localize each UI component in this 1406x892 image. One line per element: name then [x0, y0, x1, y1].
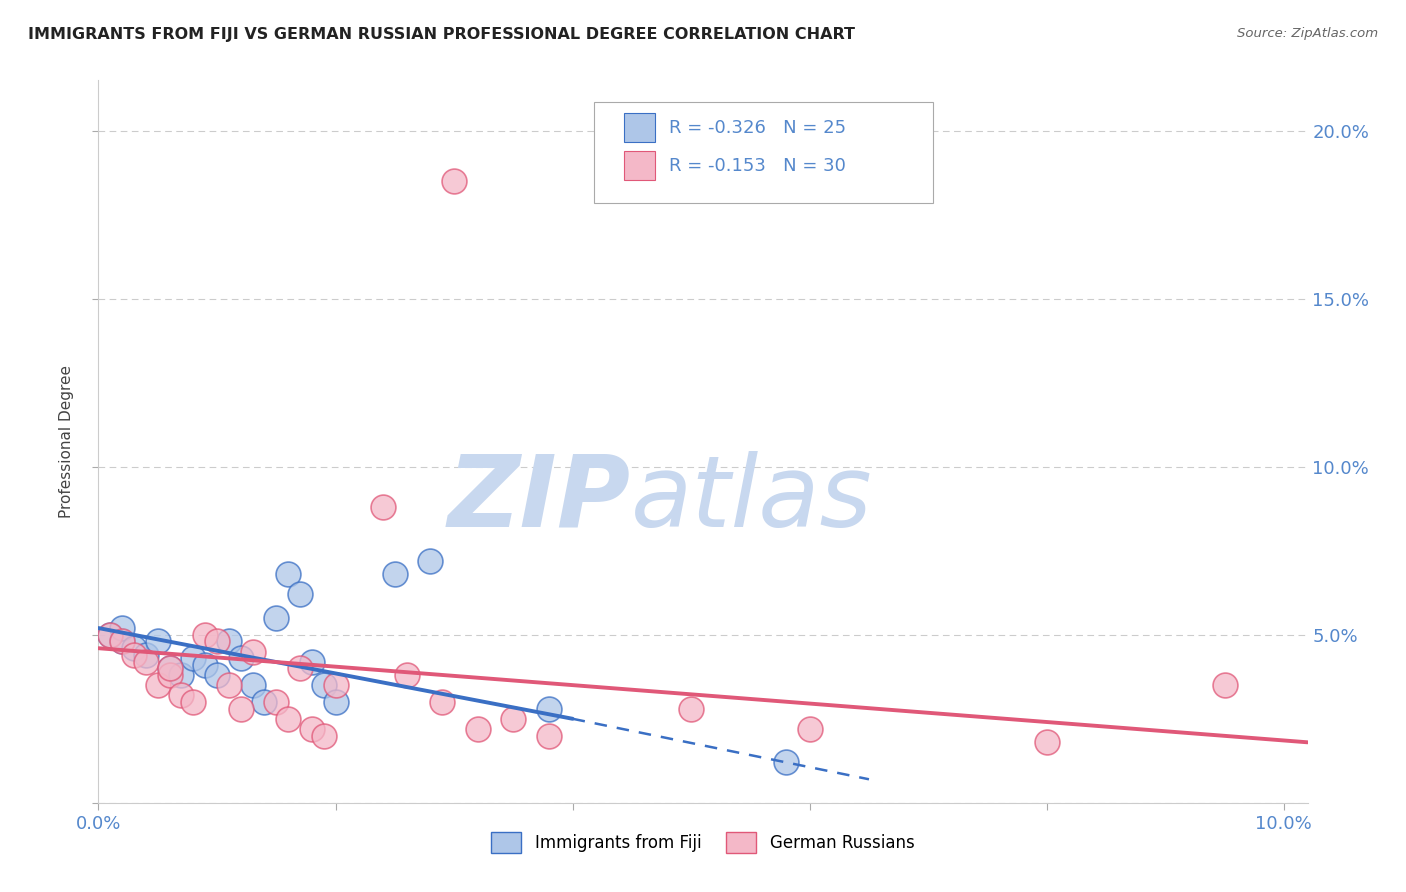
Point	[242, 644, 264, 658]
Point	[288, 587, 311, 601]
Point	[181, 651, 204, 665]
Point	[170, 668, 193, 682]
Point	[194, 658, 217, 673]
Point	[135, 648, 157, 662]
Point	[432, 695, 454, 709]
Point	[264, 611, 287, 625]
Point	[775, 756, 797, 770]
Point	[111, 634, 134, 648]
Point	[325, 695, 347, 709]
Point	[205, 634, 228, 648]
FancyBboxPatch shape	[624, 152, 655, 180]
Point	[181, 695, 204, 709]
Point	[301, 722, 323, 736]
Point	[384, 567, 406, 582]
Point	[502, 712, 524, 726]
Point	[98, 628, 121, 642]
FancyBboxPatch shape	[595, 102, 932, 203]
Point	[218, 634, 240, 648]
Point	[1036, 735, 1059, 749]
Point	[194, 628, 217, 642]
Point	[146, 634, 169, 648]
Text: R = -0.153   N = 30: R = -0.153 N = 30	[669, 157, 846, 175]
Point	[325, 678, 347, 692]
Point	[799, 722, 821, 736]
Point	[253, 695, 276, 709]
Point	[264, 695, 287, 709]
Point	[277, 712, 299, 726]
Point	[1213, 678, 1236, 692]
Point	[122, 641, 145, 656]
Point	[229, 702, 252, 716]
Point	[111, 621, 134, 635]
Point	[395, 668, 418, 682]
Point	[681, 702, 703, 716]
Point	[159, 668, 181, 682]
Point	[159, 661, 181, 675]
Point	[288, 661, 311, 675]
Point	[537, 702, 560, 716]
Point	[159, 661, 181, 675]
Y-axis label: Professional Degree: Professional Degree	[59, 365, 75, 518]
Point	[537, 729, 560, 743]
Point	[443, 174, 465, 188]
Point	[135, 655, 157, 669]
Point	[205, 668, 228, 682]
Point	[371, 500, 394, 514]
Point	[98, 628, 121, 642]
Point	[122, 648, 145, 662]
Text: atlas: atlas	[630, 450, 872, 548]
Point	[229, 651, 252, 665]
FancyBboxPatch shape	[624, 113, 655, 142]
Point	[301, 655, 323, 669]
Text: R = -0.326   N = 25: R = -0.326 N = 25	[669, 119, 846, 136]
Point	[419, 554, 441, 568]
Point	[111, 634, 134, 648]
Legend: Immigrants from Fiji, German Russians: Immigrants from Fiji, German Russians	[485, 826, 921, 860]
Point	[146, 678, 169, 692]
Point	[312, 678, 335, 692]
Point	[218, 678, 240, 692]
Text: Source: ZipAtlas.com: Source: ZipAtlas.com	[1237, 27, 1378, 40]
Point	[277, 567, 299, 582]
Point	[312, 729, 335, 743]
Point	[242, 678, 264, 692]
Point	[467, 722, 489, 736]
Text: ZIP: ZIP	[447, 450, 630, 548]
Text: IMMIGRANTS FROM FIJI VS GERMAN RUSSIAN PROFESSIONAL DEGREE CORRELATION CHART: IMMIGRANTS FROM FIJI VS GERMAN RUSSIAN P…	[28, 27, 855, 42]
Point	[170, 688, 193, 702]
